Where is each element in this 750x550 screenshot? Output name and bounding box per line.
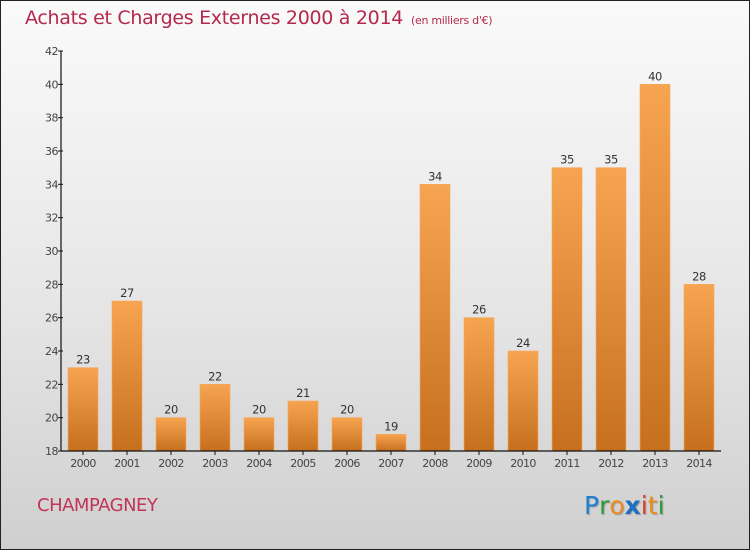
y-tick-label: 34 (45, 178, 58, 191)
bar-2007 (375, 434, 407, 452)
bar-2009 (463, 317, 495, 452)
bar-2000 (67, 367, 99, 452)
data-label: 34 (428, 169, 442, 183)
x-tick-label: 2002 (158, 457, 184, 470)
logo-letter: r (599, 491, 610, 520)
bar-2004 (243, 417, 275, 452)
x-tick-label: 2012 (598, 457, 624, 470)
x-tick-label: 2004 (246, 457, 272, 470)
bar-2014 (683, 284, 715, 452)
y-tick-label: 26 (45, 312, 58, 325)
x-tick-label: 2008 (422, 457, 448, 470)
bar-2002 (155, 417, 187, 452)
y-tick-label: 18 (45, 445, 58, 458)
y-tick-label: 32 (45, 212, 58, 225)
town-name: CHAMPAGNEY (37, 495, 158, 516)
x-tick-label: 2005 (290, 457, 316, 470)
bar-2013 (639, 84, 671, 452)
data-label: 20 (252, 403, 266, 417)
logo-letter: o (609, 491, 625, 520)
bar-2003 (199, 384, 231, 452)
y-tick-label: 38 (45, 112, 58, 125)
logo-letter: P (584, 491, 600, 520)
title-text: Achats et Charges Externes 2000 à 2014 (25, 7, 404, 29)
data-label: 27 (120, 286, 134, 300)
bar-2011 (551, 167, 583, 452)
y-tick-label: 20 (45, 412, 58, 425)
logo-letter: x (624, 491, 641, 520)
data-label: 24 (516, 336, 530, 350)
x-tick-label: 2007 (378, 457, 404, 470)
logo-letter: i (657, 491, 665, 520)
y-tick-label: 42 (45, 45, 58, 58)
chart-title: Achats et Charges Externes 2000 à 2014 (e… (25, 7, 493, 29)
data-label: 23 (76, 353, 90, 367)
logo-letter: i (640, 491, 648, 520)
data-label: 26 (472, 303, 486, 317)
x-tick-label: 2014 (686, 457, 712, 470)
x-tick-label: 2001 (114, 457, 140, 470)
bar-2012 (595, 167, 627, 452)
x-tick-label: 2000 (70, 457, 96, 470)
x-tick-label: 2013 (642, 457, 668, 470)
x-tick-label: 2009 (466, 457, 492, 470)
x-axis: 2000 2001 2002 2003 2004 2005 2006 2007 2008 2009… (61, 450, 721, 470)
x-tick-label: 2010 (510, 457, 536, 470)
y-tick-label: 40 (45, 78, 58, 91)
y-axis: 18 20 22 24 26 28 30 32 34 36 38 40 42 (45, 45, 63, 458)
y-tick-label: 24 (45, 345, 58, 358)
x-tick-label: 2003 (202, 457, 228, 470)
y-tick-label: 22 (45, 378, 58, 391)
data-label: 35 (560, 153, 574, 167)
x-tick-label: 2006 (334, 457, 360, 470)
data-label: 28 (692, 269, 706, 283)
data-label: 19 (384, 419, 398, 433)
data-label: 21 (296, 386, 310, 400)
x-tick-label: 2011 (554, 457, 580, 470)
bar-2001 (111, 300, 143, 452)
y-tick-label: 30 (45, 245, 58, 258)
y-tick-label: 36 (45, 145, 58, 158)
data-label: 35 (604, 153, 618, 167)
data-label: 40 (648, 69, 662, 83)
bar-2010 (507, 350, 539, 452)
logo-letter: t (647, 491, 658, 520)
bar-2005 (287, 400, 319, 452)
data-label: 22 (208, 369, 222, 383)
bar-2006 (331, 417, 363, 452)
proxiti-logo[interactable]: Proxiti (584, 491, 665, 520)
data-label: 20 (340, 403, 354, 417)
y-tick-label: 28 (45, 278, 58, 291)
data-label: 20 (164, 403, 178, 417)
bar-2008 (419, 184, 451, 452)
title-unit: (en milliers d'€) (411, 14, 493, 27)
bars: 23 27 20 22 20 21 20 19 34 26 24 35 35 40 28 (67, 69, 715, 452)
